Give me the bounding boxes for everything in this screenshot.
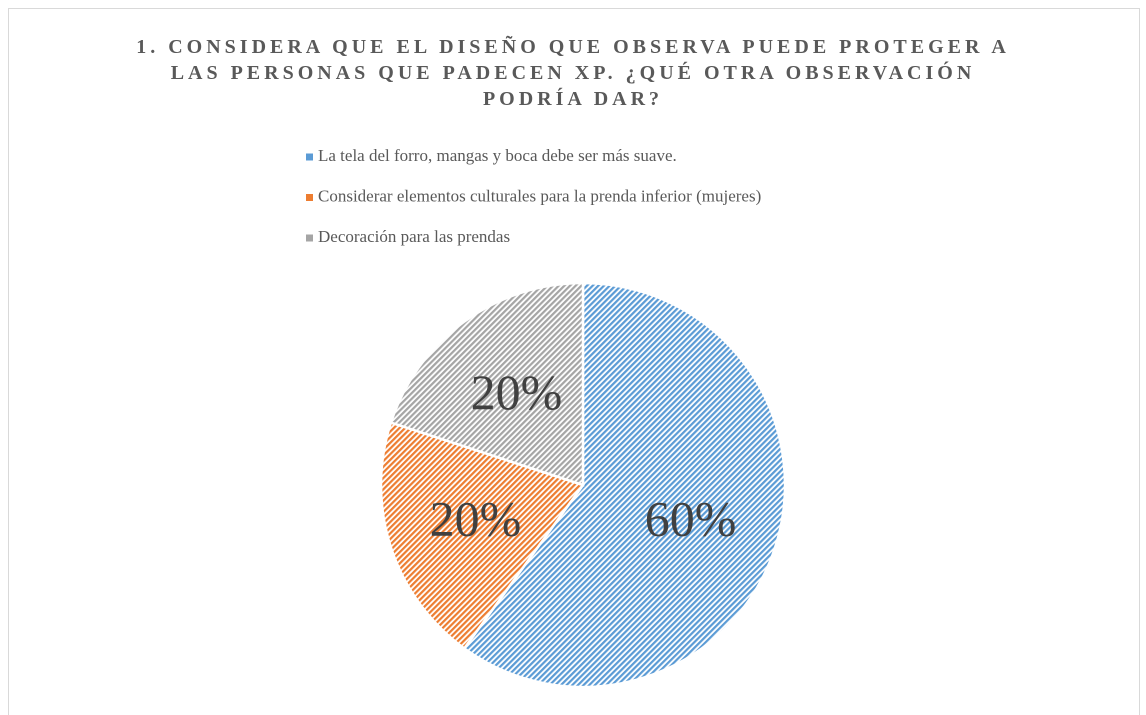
legend-swatch <box>306 194 313 201</box>
pie-slice <box>379 421 586 651</box>
pie-slice <box>389 281 585 487</box>
legend-label: Decoración para las prendas <box>318 227 510 246</box>
pie-slice <box>462 281 787 689</box>
data-label: 60% <box>645 490 737 546</box>
legend-swatch <box>306 153 313 161</box>
legend-swatch <box>306 234 313 242</box>
chart-title: 1. CONSIDERA QUE EL DISEÑO QUE OBSERVA P… <box>136 36 1010 110</box>
data-label: 20% <box>471 364 563 420</box>
legend-label: La tela del forro, mangas y boca debe se… <box>318 146 677 165</box>
data-label: 20% <box>430 490 522 546</box>
chart-frame <box>8 8 1140 715</box>
legend-label: Considerar elementos culturales para la … <box>318 186 761 205</box>
